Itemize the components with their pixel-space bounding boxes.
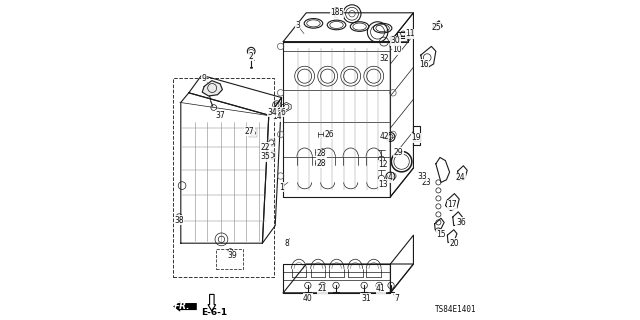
- Text: 27: 27: [244, 127, 255, 136]
- Bar: [334, 11, 339, 17]
- Bar: [216, 249, 243, 269]
- Bar: [268, 139, 275, 146]
- Text: 13: 13: [378, 180, 388, 188]
- Polygon shape: [202, 81, 223, 96]
- Text: 37: 37: [215, 111, 225, 120]
- Text: 21: 21: [318, 284, 327, 293]
- Text: 30: 30: [390, 36, 400, 45]
- Text: 3: 3: [295, 21, 300, 30]
- Text: 25: 25: [431, 23, 441, 32]
- Text: 29: 29: [394, 148, 403, 156]
- Bar: [268, 151, 275, 159]
- Text: 11: 11: [406, 29, 415, 38]
- Text: 35: 35: [260, 152, 271, 161]
- Text: 23: 23: [422, 178, 431, 187]
- Text: 15: 15: [436, 230, 446, 239]
- Text: 5: 5: [339, 8, 343, 17]
- Text: 12: 12: [379, 160, 388, 169]
- Text: 36: 36: [456, 218, 466, 227]
- Text: E-6-1: E-6-1: [201, 308, 227, 317]
- Text: 18: 18: [330, 8, 340, 17]
- Text: 14: 14: [272, 112, 282, 121]
- Text: 22: 22: [261, 143, 270, 152]
- Text: TS84E1401: TS84E1401: [435, 305, 477, 314]
- Text: 7: 7: [394, 294, 399, 303]
- FancyArrow shape: [173, 301, 197, 312]
- Text: 20: 20: [449, 239, 460, 248]
- Text: 16: 16: [419, 60, 429, 68]
- FancyArrow shape: [208, 294, 216, 311]
- Text: 2: 2: [249, 52, 253, 60]
- Text: 9: 9: [202, 74, 207, 83]
- Text: 28: 28: [317, 159, 326, 168]
- Text: 33: 33: [417, 172, 428, 180]
- Text: 6: 6: [281, 108, 285, 116]
- Text: 41: 41: [376, 284, 386, 293]
- Bar: [390, 36, 408, 42]
- Text: 28: 28: [317, 149, 326, 158]
- Text: 26: 26: [324, 130, 334, 139]
- Text: 24: 24: [456, 173, 466, 182]
- Text: 40: 40: [303, 294, 313, 303]
- Text: 42: 42: [379, 132, 389, 141]
- Text: 19: 19: [411, 133, 421, 142]
- Bar: [397, 32, 409, 38]
- Text: 39: 39: [227, 252, 237, 260]
- Bar: [173, 78, 274, 277]
- Text: 1: 1: [279, 183, 284, 192]
- Text: 4: 4: [388, 173, 393, 182]
- Bar: [391, 36, 407, 41]
- Text: 32: 32: [379, 54, 389, 63]
- Text: 17: 17: [447, 200, 457, 209]
- Text: 34: 34: [268, 108, 278, 116]
- Bar: [249, 129, 257, 137]
- Text: 31: 31: [361, 294, 371, 303]
- Text: 10: 10: [392, 45, 402, 54]
- Text: 8: 8: [284, 239, 289, 248]
- Bar: [413, 126, 420, 145]
- Text: FR.: FR.: [174, 302, 191, 311]
- Text: 38: 38: [174, 216, 184, 225]
